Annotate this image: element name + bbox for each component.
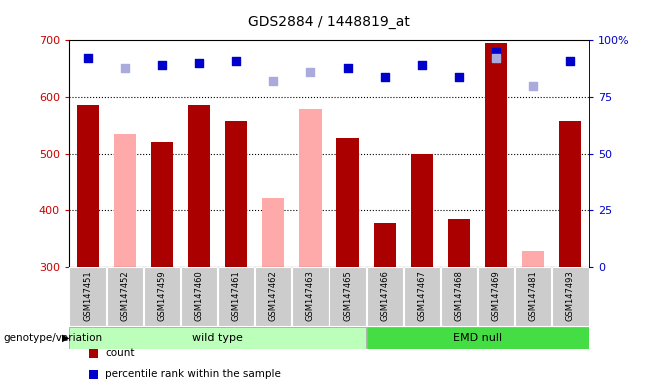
Point	[453, 73, 464, 79]
Point	[231, 58, 241, 64]
Bar	[299, 109, 322, 267]
Text: GSM147460: GSM147460	[195, 270, 203, 321]
Bar	[485, 43, 507, 267]
Text: GSM147481: GSM147481	[529, 270, 538, 321]
Bar	[448, 219, 470, 267]
Text: GSM147452: GSM147452	[120, 270, 129, 321]
Text: GSM147469: GSM147469	[492, 270, 501, 321]
Bar	[225, 121, 247, 267]
Point	[491, 49, 501, 55]
Bar	[143, 267, 180, 326]
Point	[120, 65, 130, 71]
Text: ▶: ▶	[62, 333, 70, 343]
Text: GSM147465: GSM147465	[343, 270, 352, 321]
Point	[305, 69, 316, 75]
Bar	[70, 327, 366, 349]
Point	[491, 55, 501, 61]
Point	[82, 55, 93, 61]
Bar	[181, 267, 217, 326]
Text: GSM147461: GSM147461	[232, 270, 241, 321]
Text: GDS2884 / 1448819_at: GDS2884 / 1448819_at	[248, 15, 410, 29]
Bar	[552, 267, 588, 326]
Bar	[70, 267, 106, 326]
Bar	[255, 267, 291, 326]
Bar	[218, 267, 255, 326]
Text: GSM147463: GSM147463	[306, 270, 315, 321]
Bar	[292, 267, 328, 326]
Text: genotype/variation: genotype/variation	[3, 333, 103, 343]
Point	[268, 78, 278, 84]
Bar	[188, 106, 210, 267]
Bar	[478, 267, 515, 326]
Text: percentile rank within the sample: percentile rank within the sample	[105, 369, 281, 379]
Text: count: count	[105, 348, 135, 358]
Text: EMD null: EMD null	[453, 333, 502, 343]
Text: GSM147493: GSM147493	[566, 270, 575, 321]
Bar	[522, 251, 544, 267]
Point	[565, 58, 576, 64]
Point	[193, 60, 204, 66]
Text: GSM147468: GSM147468	[455, 270, 463, 321]
Bar	[367, 327, 588, 349]
Text: wild type: wild type	[192, 333, 243, 343]
Bar	[559, 121, 582, 267]
Bar	[441, 267, 477, 326]
Bar	[367, 267, 403, 326]
Point	[342, 65, 353, 71]
Bar	[411, 154, 433, 267]
Text: GSM147459: GSM147459	[157, 270, 166, 321]
Bar	[151, 142, 173, 267]
Bar	[114, 134, 136, 267]
Text: GSM147462: GSM147462	[269, 270, 278, 321]
Point	[157, 62, 167, 68]
Bar	[374, 223, 396, 267]
Bar	[107, 267, 143, 326]
Text: GSM147466: GSM147466	[380, 270, 389, 321]
Point	[528, 83, 538, 89]
Bar	[262, 198, 284, 267]
Bar	[76, 106, 99, 267]
Bar	[330, 267, 366, 326]
Bar	[403, 267, 440, 326]
Bar	[336, 138, 359, 267]
Text: GSM147467: GSM147467	[417, 270, 426, 321]
Point	[417, 62, 427, 68]
Point	[380, 73, 390, 79]
Text: GSM147451: GSM147451	[83, 270, 92, 321]
Bar	[515, 267, 551, 326]
